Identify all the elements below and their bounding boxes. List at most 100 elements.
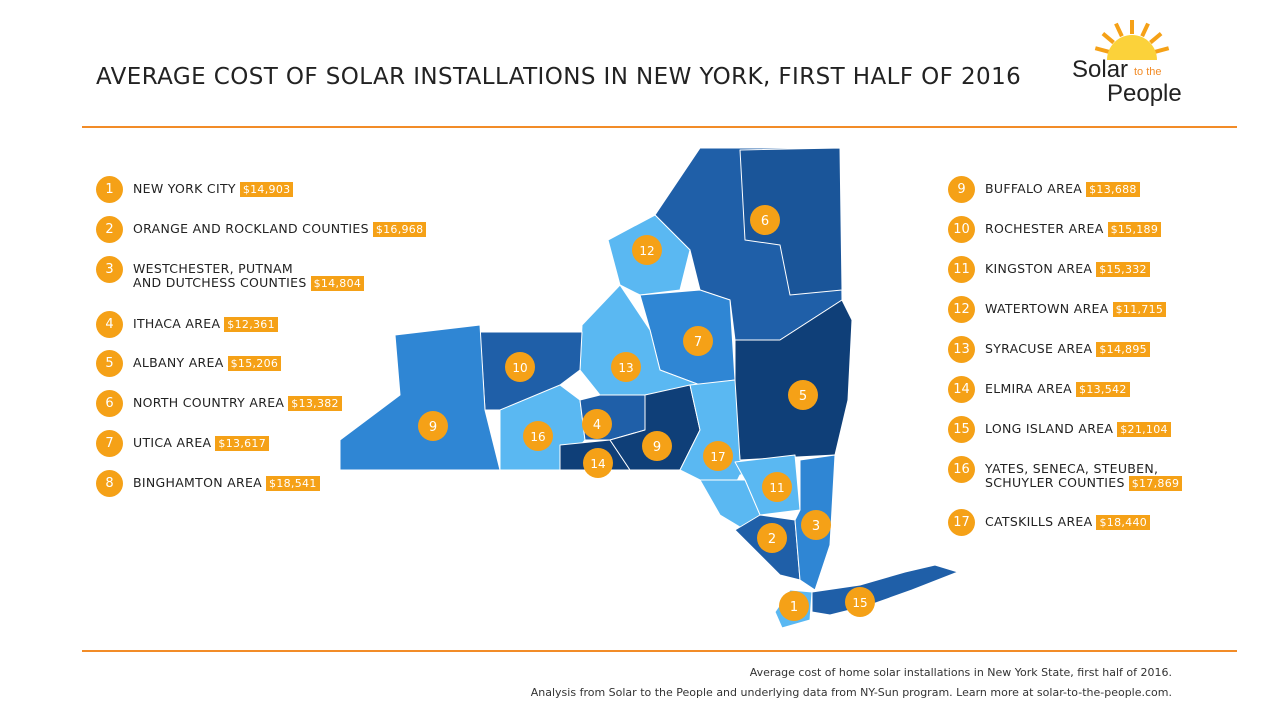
region-price: $11,715 — [1112, 302, 1167, 317]
region-name: NEW YORK CITY — [133, 181, 236, 196]
solar-to-the-people-logo: Solar to the People — [1072, 18, 1192, 108]
region-name: KINGSTON AREA — [985, 261, 1093, 276]
legend-number: 4 — [96, 311, 123, 338]
legend-number: 7 — [96, 430, 123, 457]
legend-item: 1 NEW YORK CITY $14,903 — [96, 176, 294, 203]
page-title: AVERAGE COST OF SOLAR INSTALLATIONS IN N… — [96, 64, 1022, 90]
svg-text:12: 12 — [639, 244, 654, 258]
region-price: $21,104 — [1117, 422, 1171, 437]
legend-item: 11 KINGSTON AREA $15,332 — [948, 256, 1150, 283]
region-name: ROCHESTER AREA — [985, 221, 1104, 236]
marker-9: 9 — [642, 431, 672, 461]
marker-12: 12 — [632, 235, 662, 265]
marker-13: 13 — [611, 352, 641, 382]
region-name: ALBANY AREA — [133, 355, 224, 370]
region-name-line2: SCHUYLER COUNTIES — [985, 475, 1125, 490]
region-name: WESTCHESTER, PUTNAM — [133, 261, 293, 276]
legend-item: 15 LONG ISLAND AREA $21,104 — [948, 416, 1171, 443]
svg-text:17: 17 — [710, 450, 725, 464]
svg-text:5: 5 — [799, 389, 807, 404]
legend-number: 10 — [948, 216, 975, 243]
svg-text:4: 4 — [593, 418, 601, 433]
legend-number: 1 — [96, 176, 123, 203]
top-divider — [82, 126, 1237, 128]
svg-text:9: 9 — [429, 420, 437, 435]
svg-text:3: 3 — [812, 519, 820, 534]
legend-number: 9 — [948, 176, 975, 203]
svg-text:16: 16 — [530, 430, 545, 444]
legend-number: 16 — [948, 456, 975, 483]
svg-text:15: 15 — [852, 596, 867, 610]
region-name: ORANGE AND ROCKLAND COUNTIES — [133, 221, 369, 236]
region-name: BINGHAMTON AREA — [133, 475, 263, 490]
footer-line-2: Analysis from Solar to the People and un… — [530, 686, 1172, 699]
legend-number: 2 — [96, 216, 123, 243]
marker-5: 5 — [788, 380, 818, 410]
legend-number: 14 — [948, 376, 975, 403]
bottom-divider — [82, 650, 1237, 652]
legend-item: 12 WATERTOWN AREA $11,715 — [948, 296, 1167, 323]
region-name: SYRACUSE AREA — [985, 341, 1093, 356]
marker-7: 7 — [683, 326, 713, 356]
map-markers: 1 2 3 4 5 6 7 9 9 10 11 12 13 14 15 16 1… — [418, 205, 875, 621]
region-name: CATSKILLS AREA — [985, 514, 1093, 529]
legend-item: 8 BINGHAMTON AREA $18,541 — [96, 470, 320, 497]
legend-item: 10 ROCHESTER AREA $15,189 — [948, 216, 1162, 243]
region-name: ITHACA AREA — [133, 316, 221, 331]
sun-icon — [1094, 20, 1170, 60]
region-name: ELMIRA AREA — [985, 381, 1073, 396]
region-name: LONG ISLAND AREA — [985, 421, 1114, 436]
marker-2: 2 — [757, 523, 787, 553]
svg-text:6: 6 — [761, 214, 769, 229]
region-price: $14,895 — [1096, 342, 1150, 357]
legend-number: 17 — [948, 509, 975, 536]
marker-15: 15 — [845, 587, 875, 617]
legend-number: 8 — [96, 470, 123, 497]
marker-10: 10 — [505, 352, 535, 382]
region-price: $13,382 — [288, 396, 342, 411]
region-price: $18,440 — [1096, 515, 1151, 530]
region-name: BUFFALO AREA — [985, 181, 1083, 196]
region-price: $14,804 — [310, 276, 365, 291]
region-name: UTICA AREA — [133, 435, 212, 450]
svg-text:9: 9 — [653, 440, 661, 455]
marker-17: 17 — [703, 441, 733, 471]
marker-11: 11 — [762, 472, 792, 502]
legend-number: 11 — [948, 256, 975, 283]
footer-line-1: Average cost of home solar installations… — [749, 666, 1172, 679]
region-price: $17,869 — [1128, 476, 1183, 491]
legend-item: 17 CATSKILLS AREA $18,440 — [948, 509, 1151, 536]
region-north-country-east — [739, 147, 843, 296]
legend-item: 16 YATES, SENECA, STEUBEN, SCHUYLER COUNT… — [948, 456, 1183, 491]
svg-text:11: 11 — [769, 481, 784, 495]
svg-text:1: 1 — [790, 600, 798, 615]
marker-6: 6 — [750, 205, 780, 235]
legend-number: 5 — [96, 350, 123, 377]
legend-item: 13 SYRACUSE AREA $14,895 — [948, 336, 1150, 363]
legend-item: 9 BUFFALO AREA $13,688 — [948, 176, 1140, 203]
marker-9-buffalo: 9 — [418, 411, 448, 441]
svg-text:13: 13 — [618, 361, 633, 375]
legend-item: 5 ALBANY AREA $15,206 — [96, 350, 282, 377]
svg-text:10: 10 — [512, 361, 527, 375]
marker-16: 16 — [523, 421, 553, 451]
marker-3: 3 — [801, 510, 831, 540]
region-name: WATERTOWN AREA — [985, 301, 1109, 316]
region-price: $13,542 — [1076, 382, 1130, 397]
legend-item: 7 UTICA AREA $13,617 — [96, 430, 270, 457]
legend-number: 15 — [948, 416, 975, 443]
legend-item: 2 ORANGE AND ROCKLAND COUNTIES $16,968 — [96, 216, 427, 243]
region-buffalo — [339, 324, 501, 471]
marker-14: 14 — [583, 448, 613, 478]
region-name: NORTH COUNTRY AREA — [133, 395, 285, 410]
region-price: $15,206 — [227, 356, 282, 371]
legend-number: 3 — [96, 256, 123, 283]
region-name-line2: AND DUTCHESS COUNTIES — [133, 275, 307, 290]
legend-item: 6 NORTH COUNTRY AREA $13,382 — [96, 390, 342, 417]
legend-number: 12 — [948, 296, 975, 323]
region-price: $15,189 — [1107, 222, 1162, 237]
region-price: $14,903 — [239, 182, 294, 197]
legend-item: 4 ITHACA AREA $12,361 — [96, 311, 278, 338]
logo-to-the: to the — [1134, 66, 1162, 78]
